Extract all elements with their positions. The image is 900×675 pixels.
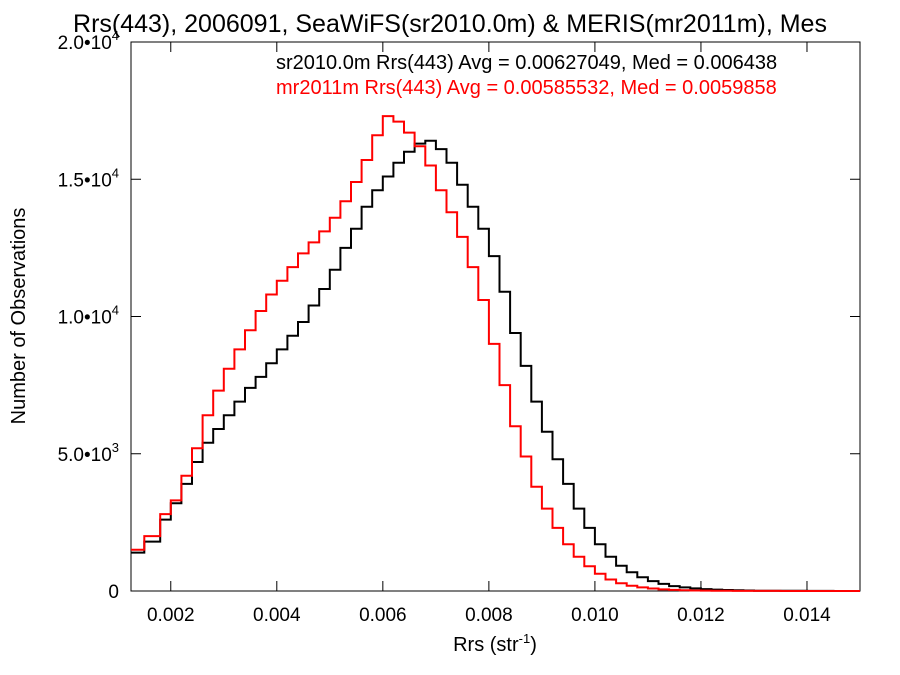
x-tick-label-6: 0.014 — [783, 605, 831, 626]
y-tick-label-1: 5.0•103 — [58, 440, 119, 466]
x-tick-label-5: 0.012 — [677, 605, 725, 626]
x-axis-label-text: Rrs (str — [453, 634, 519, 656]
x-tick-label-1: 0.004 — [253, 605, 301, 626]
y-tick-label-2: 1.0•104 — [58, 303, 119, 329]
y-axis-label: Number of Observations — [8, 208, 30, 425]
legend-entry-0: sr2010.0m Rrs(443) Avg = 0.00627049, Med… — [276, 52, 777, 74]
x-tick-label-4: 0.010 — [571, 605, 619, 626]
legend: sr2010.0m Rrs(443) Avg = 0.00627049, Med… — [276, 52, 777, 99]
legend-entry-1: mr2011m Rrs(443) Avg = 0.00585532, Med =… — [276, 77, 777, 99]
series-line-1 — [131, 115, 860, 592]
series-line-0 — [131, 139, 860, 592]
y-tick-label-0: 0 — [108, 582, 119, 603]
x-tick-label-0: 0.002 — [147, 605, 195, 626]
y-tick-label-3: 1.5•104 — [58, 165, 119, 191]
x-tick-label-2: 0.006 — [359, 605, 407, 626]
plot-frame — [130, 41, 861, 592]
y-axis: 0 5.0•103 1.0•104 1.5•104 2.0•104 — [58, 28, 860, 603]
y-tick-label-4: 2.0•104 — [58, 28, 119, 54]
chart-title: Rrs(443), 2006091, SeaWiFS(sr2010.0m) & … — [73, 10, 827, 38]
series-layer — [131, 115, 860, 592]
x-axis-label-sup: -1 — [519, 631, 531, 646]
x-tick-label-3: 0.008 — [465, 605, 513, 626]
x-axis-label: Rrs (str-1) — [453, 631, 537, 656]
x-axis: 0.002 0.004 0.006 0.008 0.010 0.012 0.014 — [147, 42, 831, 626]
x-axis-label-close: ) — [530, 634, 537, 656]
